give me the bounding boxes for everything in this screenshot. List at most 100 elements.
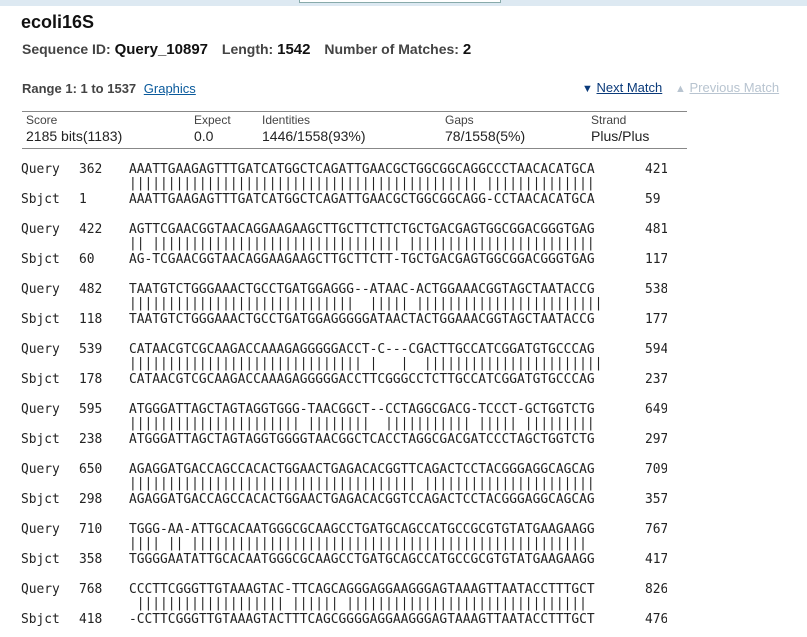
subject-label: Sbjct — [21, 372, 60, 387]
match-line: ||||||||||||||||||||||||||||||||||||||||… — [129, 176, 595, 191]
gaps-value: 78/1558(5%) — [445, 128, 526, 144]
page-title: ecoli16S — [21, 12, 95, 32]
subject-start: 178 — [79, 372, 103, 387]
sequence-meta: Sequence ID: Query_10897 Length: 1542 Nu… — [22, 41, 471, 58]
triangle-down-icon: ▼ — [582, 83, 593, 95]
subject-start: 1 — [79, 192, 87, 207]
query-end: 709 — [645, 462, 667, 477]
subject-end: 297 — [645, 432, 667, 447]
strand-value: Plus/Plus — [591, 128, 650, 144]
subject-label: Sbjct — [21, 432, 60, 447]
query-label: Query — [21, 342, 60, 357]
subject-start: 298 — [79, 492, 103, 507]
query-sequence: CCCTTCGGGTTGTAAAGTAC-TTCAGCAGGGAGGAAGGGA… — [129, 582, 595, 597]
subject-label: Sbjct — [21, 492, 60, 507]
subject-sequence: TAATGTCTGGGAAACTGCCTGATGGAGGGGGATAACTACT… — [129, 312, 595, 327]
subject-sequence: TGGGGAATATTGCACAATGGGCGCAAGCCTGATGCAGCCA… — [129, 552, 595, 567]
matches-value: 2 — [462, 41, 472, 58]
query-start: 650 — [79, 462, 103, 477]
query-sequence: TGGG-AA-ATTGCACAATGGGCGCAAGCCTGATGCAGCCA… — [129, 522, 595, 537]
triangle-up-icon: ▲ — [675, 83, 686, 95]
gaps-header: Gaps — [445, 113, 474, 127]
query-sequence: ATGGGATTAGCTAGTAGGTGGG-TAACGGCT--CCTAGGC… — [129, 402, 595, 417]
expect-header: Expect — [194, 113, 231, 127]
query-start: 482 — [79, 282, 103, 297]
query-label: Query — [21, 582, 60, 597]
length-value: 1542 — [277, 41, 311, 58]
graphics-link[interactable]: Graphics — [143, 81, 196, 96]
match-line: ||||||||||||||||||| |||||| |||||||||||||… — [129, 596, 587, 611]
query-start: 539 — [79, 342, 103, 357]
next-match-link[interactable]: ▼ Next Match — [582, 80, 662, 95]
subject-end: 357 — [645, 492, 667, 507]
range-label: Range 1: 1 to 1537 — [22, 81, 137, 96]
subject-start: 358 — [79, 552, 103, 567]
expect-stat: Expect 0.0 — [194, 113, 231, 144]
query-start: 710 — [79, 522, 103, 537]
subject-label: Sbjct — [21, 612, 60, 627]
next-match-label: Next Match — [596, 80, 663, 95]
query-end: 538 — [645, 282, 667, 297]
subject-label: Sbjct — [21, 552, 60, 567]
subject-sequence: CATAACGTCGCAAGACCAAAGAGGGGGACCTTCGGGCCTC… — [129, 372, 595, 387]
query-end: 767 — [645, 522, 667, 537]
subject-sequence: AGAGGATGACCAGCCACACTGGAACTGAGACACGGTCCAG… — [129, 492, 595, 507]
query-label: Query — [21, 462, 60, 477]
subject-start: 60 — [79, 252, 95, 267]
top-tab[interactable] — [299, 0, 501, 3]
range-header: Range 1: 1 to 1537 Graphics — [22, 81, 196, 96]
match-line: |||||||||||||||||||||||||||||| | | |||||… — [129, 356, 603, 371]
query-label: Query — [21, 522, 60, 537]
query-end: 649 — [645, 402, 667, 417]
expect-value: 0.0 — [194, 128, 214, 144]
score-stat: Score 2185 bits(1183) — [26, 113, 122, 144]
subject-label: Sbjct — [21, 252, 60, 267]
identities-header: Identities — [262, 113, 311, 127]
query-sequence: TAATGTCTGGGAAACTGCCTGATGGAGGG--ATAAC-ACT… — [129, 282, 595, 297]
query-sequence: AGAGGATGACCAGCCACACTGGAACTGAGACACGGTTCAG… — [129, 462, 595, 477]
subject-sequence: AG-TCGAACGGTAACAGGAAGAAGCTTGCTTCTT-TGCTG… — [129, 252, 595, 267]
strand-header: Strand — [591, 113, 627, 127]
subject-start: 238 — [79, 432, 103, 447]
identities-stat: Identities 1446/1558(93%) — [262, 113, 366, 144]
match-line: || |||||||||||||||||||||||||||||||| ||||… — [129, 236, 595, 251]
subject-end: 417 — [645, 552, 667, 567]
subject-label: Sbjct — [21, 312, 60, 327]
score-value: 2185 bits(1183) — [26, 128, 123, 144]
query-end: 826 — [645, 582, 667, 597]
subject-end: 476 — [645, 612, 667, 627]
matches-label: Number of Matches: — [324, 41, 459, 57]
strand-stat: Strand Plus/Plus — [591, 113, 649, 144]
subject-sequence: ATGGGATTAGCTAGTAGGTGGGGTAACGGCTCACCTAGGC… — [129, 432, 595, 447]
match-line: |||| || ||||||||||||||||||||||||||||||||… — [129, 536, 587, 551]
query-start: 595 — [79, 402, 103, 417]
subject-end: 117 — [645, 252, 667, 267]
query-start: 422 — [79, 222, 103, 237]
subject-sequence: AAATTGAAGAGTTTGATCATGGCTCAGATTGAACGCTGGC… — [129, 192, 595, 207]
alignment-stats: Score 2185 bits(1183) Expect 0.0 Identit… — [22, 111, 687, 149]
subject-end: 177 — [645, 312, 667, 327]
score-header: Score — [26, 113, 58, 127]
identities-value: 1446/1558(93%) — [262, 128, 366, 144]
sequence-id-label: Sequence ID: — [22, 41, 111, 57]
query-end: 421 — [645, 162, 667, 177]
query-sequence: AGTTCGAACGGTAACAGGAAGAAGCTTGCTTCTTCTGCTG… — [129, 222, 595, 237]
subject-start: 418 — [79, 612, 103, 627]
query-label: Query — [21, 402, 60, 417]
query-label: Query — [21, 282, 60, 297]
sequence-id-value: Query_10897 — [114, 41, 208, 58]
subject-label: Sbjct — [21, 192, 60, 207]
query-label: Query — [21, 222, 60, 237]
query-start: 362 — [79, 162, 103, 177]
query-sequence: AAATTGAAGAGTTTGATCATGGCTCAGATTGAACGCTGGC… — [129, 162, 595, 177]
previous-match-label: Previous Match — [689, 80, 780, 95]
query-end: 481 — [645, 222, 667, 237]
query-sequence: CATAACGTCGCAAGACCAAAGAGGGGGACCT-C---CGAC… — [129, 342, 595, 357]
query-start: 768 — [79, 582, 103, 597]
subject-end: 59 — [645, 192, 661, 207]
match-line: ||||||||||||||||||||||||||||||||||||| ||… — [129, 476, 595, 491]
length-label: Length: — [221, 41, 274, 57]
query-label: Query — [21, 162, 60, 177]
subject-end: 237 — [645, 372, 667, 387]
previous-match-link[interactable]: ▲ Previous Match — [675, 80, 779, 95]
